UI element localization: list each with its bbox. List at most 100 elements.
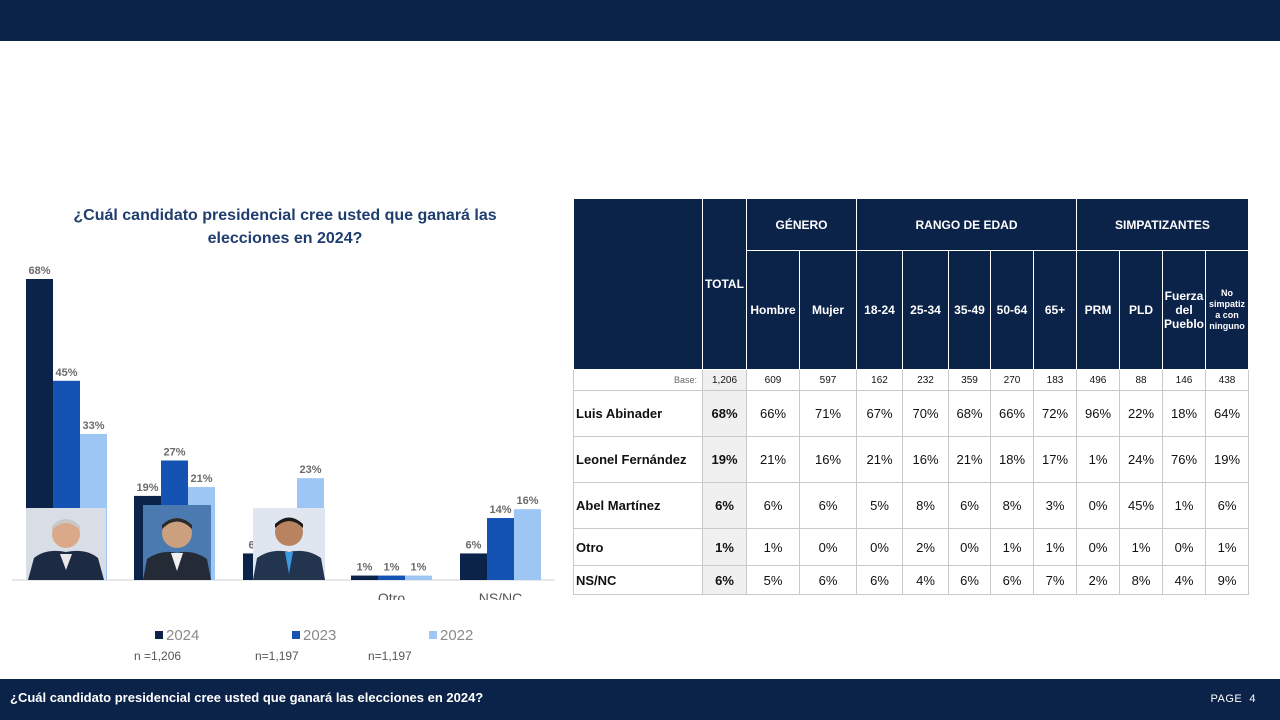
table-cell: 8% — [990, 482, 1034, 529]
chart-title-line-2: elecciones en 2024? — [207, 230, 363, 247]
page-number: 4 — [1249, 693, 1256, 705]
bar-2024-4 — [351, 575, 378, 580]
header-total: TOTAL — [702, 198, 747, 370]
table-cell: 1% — [1076, 436, 1120, 483]
header-no-simpatiza-line: ninguno — [1209, 321, 1245, 331]
table-cell: 4% — [1162, 565, 1206, 595]
legend-2022: 2022 — [429, 627, 473, 644]
legend-label-2022: 2022 — [440, 627, 474, 644]
bar-label-2023-5: 14% — [489, 504, 511, 516]
footer-question: ¿Cuál candidato presidencial cree usted … — [10, 690, 484, 705]
category-label-5: NS/NC — [479, 590, 523, 600]
table-cell: 8% — [1119, 565, 1163, 595]
total-cell: 19% — [702, 436, 747, 483]
table-row: Otro 1% 1% 0% 0% 2% 0% 1% 1% 0% 1% 0% 1% — [573, 528, 1249, 566]
table-cell: 6% — [948, 565, 991, 595]
table-cell: 67% — [856, 390, 903, 437]
table-cell: 66% — [746, 390, 800, 437]
table-cell: 70% — [902, 390, 949, 437]
header-group-edad: RANGO DE EDAD — [856, 198, 1077, 251]
table-cell: 0% — [1162, 528, 1206, 566]
header-no-simpatiza-line: simpatiz — [1208, 299, 1245, 309]
bar-label-2024-2: 19% — [136, 482, 158, 494]
table-cell: 6% — [799, 565, 857, 595]
base-cell: 270 — [990, 369, 1034, 391]
sample-note-2024: n =1,206 — [134, 649, 182, 663]
table-cell: 6% — [799, 482, 857, 529]
table-cell: 17% — [1033, 436, 1077, 483]
table-row: NS/NC 6% 5% 6% 6% 4% 6% 6% 7% 2% 8% 4% 9… — [573, 565, 1249, 595]
table-cell: 24% — [1119, 436, 1163, 483]
bar-label-2022-1: 33% — [82, 420, 104, 432]
bar-label-2023-4: 1% — [384, 562, 400, 574]
table-cell: 6% — [1205, 482, 1249, 529]
legend-swatch-2023 — [292, 631, 300, 639]
table-cell: 68% — [948, 390, 991, 437]
table-cell: 22% — [1119, 390, 1163, 437]
table-cell: 1% — [1033, 528, 1077, 566]
table-cell: 6% — [746, 482, 800, 529]
table-cell: 1% — [746, 528, 800, 566]
header-fuerza-line: del — [1175, 303, 1193, 317]
table-cell: 6% — [856, 565, 903, 595]
header-corner — [573, 198, 703, 370]
total-cell: 6% — [702, 565, 747, 595]
bar-label-2024-4: 1% — [357, 562, 373, 574]
table-cell: 16% — [799, 436, 857, 483]
bar-label-2023-2: 27% — [163, 446, 185, 458]
bar-2024-5 — [460, 553, 487, 580]
table-cell: 3% — [1033, 482, 1077, 529]
table-cell: 71% — [799, 390, 857, 437]
bar-2022-5 — [514, 509, 541, 580]
base-cell: 183 — [1033, 369, 1077, 391]
table-cell: 2% — [902, 528, 949, 566]
table-cell: 16% — [902, 436, 949, 483]
table-cell: 45% — [1119, 482, 1163, 529]
header-group-simpatizantes: SIMPATIZANTES — [1076, 198, 1249, 251]
bar-label-2023-1: 45% — [55, 367, 77, 379]
table-cell: 8% — [902, 482, 949, 529]
bar-2023-5 — [487, 518, 514, 580]
page-indicator: PAGE 4 — [1210, 693, 1256, 705]
header-pld: PLD — [1119, 250, 1163, 370]
sample-note-2023: n=1,197 — [255, 649, 299, 663]
table-cell: 1% — [1205, 528, 1249, 566]
candidate-photo-fernandez — [143, 505, 211, 580]
table-cell: 7% — [1033, 565, 1077, 595]
header-no-simpatiza: No simpatiz a con ninguno — [1205, 250, 1249, 370]
bar-label-2024-1: 68% — [28, 265, 50, 277]
table-cell: 1% — [1162, 482, 1206, 529]
total-cell: 6% — [702, 482, 747, 529]
table-cell: 76% — [1162, 436, 1206, 483]
table-row: Luis Abinader 68% 66% 71% 67% 70% 68% 66… — [573, 390, 1249, 437]
crosstab-table: TOTAL GÉNERO RANGO DE EDAD SIMPATIZANTES… — [573, 198, 1249, 595]
table-cell: 1% — [1119, 528, 1163, 566]
legend-2024: 2024 — [155, 627, 199, 644]
base-cell: 438 — [1205, 369, 1249, 391]
table-cell: 19% — [1205, 436, 1249, 483]
table-row: Leonel Fernández 19% 21% 16% 21% 16% 21%… — [573, 436, 1249, 483]
row-label: Leonel Fernández — [573, 436, 703, 483]
header-50-64: 50-64 — [990, 250, 1034, 370]
legend-label-2023: 2023 — [303, 627, 337, 644]
chart-title: ¿Cuál candidato presidencial cree usted … — [40, 204, 530, 250]
bar-label-2024-5: 6% — [466, 539, 482, 551]
header-no-simpatiza-line: a con — [1215, 310, 1239, 320]
table-cell: 21% — [948, 436, 991, 483]
candidate-photo-abinader — [26, 508, 106, 580]
table-cell: 4% — [902, 565, 949, 595]
legend-2023: 2023 — [292, 627, 336, 644]
legend-swatch-2024 — [155, 631, 163, 639]
base-cell: 597 — [799, 369, 857, 391]
table-cell: 0% — [856, 528, 903, 566]
table-cell: 18% — [990, 436, 1034, 483]
footer-bar: ¿Cuál candidato presidencial cree usted … — [0, 679, 1280, 720]
legend-label-2024: 2024 — [166, 627, 200, 644]
table-cell: 6% — [990, 565, 1034, 595]
table-cell: 66% — [990, 390, 1034, 437]
table-cell: 0% — [1076, 482, 1120, 529]
header-no-simpatiza-line: No — [1221, 288, 1233, 298]
base-cell: 359 — [948, 369, 991, 391]
table-cell: 21% — [856, 436, 903, 483]
table-cell: 1% — [990, 528, 1034, 566]
